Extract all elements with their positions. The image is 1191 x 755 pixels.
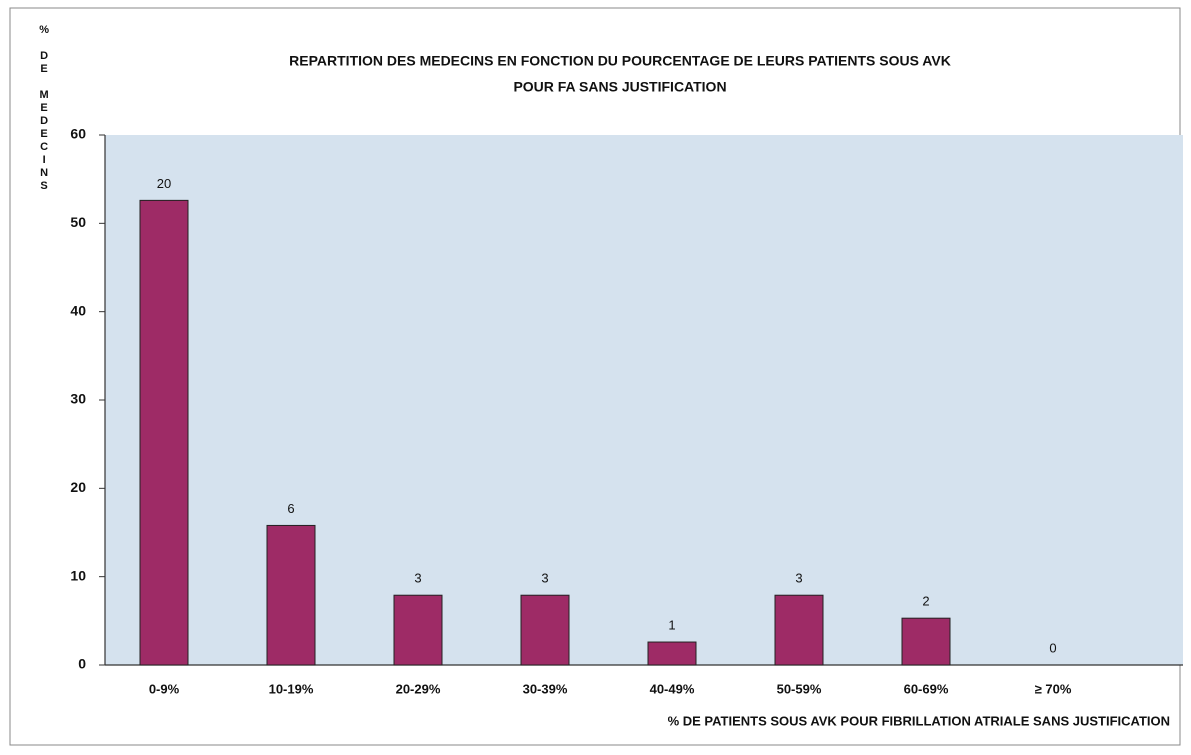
data-label: 6 [287, 501, 294, 516]
x-tick-label: 60-69% [904, 681, 949, 696]
data-label: 0 [1049, 640, 1056, 655]
data-label: 20 [157, 176, 171, 191]
data-label: 3 [541, 571, 548, 586]
data-label: 1 [668, 617, 675, 632]
data-label: 2 [922, 594, 929, 609]
y-axis-label: % DE MEDECINS [38, 24, 50, 193]
x-tick-label: 30-39% [523, 681, 568, 696]
bar [774, 594, 824, 666]
x-tick-label: 50-59% [777, 681, 822, 696]
x-tick-label: 10-19% [269, 681, 314, 696]
y-tick-label: 0 [78, 656, 86, 672]
bar [520, 594, 570, 666]
chart-title: POUR FA SANS JUSTIFICATION [513, 79, 726, 95]
bar [393, 594, 443, 666]
chart-title: REPARTITION DES MEDECINS EN FONCTION DU … [289, 53, 951, 69]
y-tick-label: 40 [70, 302, 86, 318]
y-tick-label: 20 [70, 479, 86, 495]
bar [139, 199, 189, 666]
y-tick-label: 30 [70, 391, 86, 407]
data-label: 3 [414, 571, 421, 586]
x-tick-label: ≥ 70% [1035, 681, 1072, 696]
x-tick-label: 20-29% [396, 681, 441, 696]
y-tick-label: 60 [70, 126, 86, 142]
y-tick-label: 50 [70, 214, 86, 230]
data-label: 3 [795, 571, 802, 586]
bar [647, 641, 697, 666]
bar [266, 524, 316, 666]
y-tick-label: 10 [70, 567, 86, 583]
x-axis-label: % DE PATIENTS SOUS AVK POUR FIBRILLATION… [668, 713, 1170, 728]
x-tick-label: 40-49% [650, 681, 695, 696]
x-tick-label: 0-9% [149, 681, 180, 696]
bar [901, 617, 951, 666]
